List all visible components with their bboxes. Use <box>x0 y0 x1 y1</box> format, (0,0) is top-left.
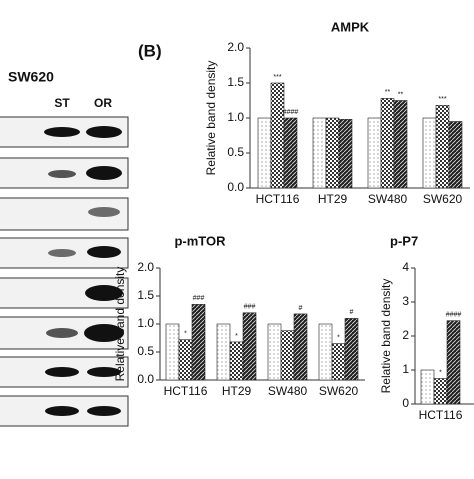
bar <box>422 117 437 189</box>
y-tick-label: 2 <box>402 328 409 342</box>
significance-mark: ** <box>385 89 391 96</box>
chart-title: AMPK <box>331 19 370 34</box>
bar <box>242 312 257 381</box>
bar <box>393 100 408 189</box>
bar <box>380 98 395 189</box>
bar <box>283 117 298 189</box>
bar <box>448 121 463 189</box>
y-tick-label: 1.5 <box>137 288 154 302</box>
x-tick-label: HCT116 <box>256 192 300 206</box>
bar <box>433 378 448 405</box>
bar <box>165 323 180 381</box>
bar <box>270 82 285 189</box>
bar <box>293 313 308 381</box>
x-tick-label: SW620 <box>423 192 463 206</box>
significance-mark: ### <box>193 295 205 302</box>
significance-mark: * <box>184 331 187 338</box>
bar <box>435 105 450 189</box>
bar <box>267 323 282 381</box>
bar <box>446 320 461 405</box>
panel-label: (B) <box>138 41 162 60</box>
y-axis-label: Relative band density <box>204 61 218 176</box>
chart-title: p-mTOR <box>174 233 226 248</box>
y-tick-label: 2.0 <box>137 260 154 274</box>
significance-mark: #### <box>446 312 462 319</box>
y-tick-label: 3 <box>402 294 409 308</box>
bar <box>325 117 340 189</box>
bar <box>420 369 435 405</box>
x-tick-label: HT29 <box>222 384 252 398</box>
bar <box>178 339 193 381</box>
x-tick-label: HCT116 <box>419 408 463 422</box>
significance-mark: #### <box>283 109 299 116</box>
bar <box>338 119 353 189</box>
bar <box>312 117 327 189</box>
y-tick-label: 0.5 <box>227 145 244 159</box>
lane-label: ST <box>54 96 70 110</box>
x-tick-label: SW620 <box>319 384 359 398</box>
y-tick-label: 0.0 <box>137 372 154 386</box>
western-blot: SW620 ST OR <box>0 69 129 427</box>
x-tick-label: HT29 <box>318 192 348 206</box>
y-tick-label: 0 <box>402 396 409 410</box>
bar <box>257 117 272 189</box>
bar <box>344 318 359 381</box>
bar <box>280 330 295 381</box>
bar <box>191 304 206 381</box>
y-tick-label: 0.5 <box>137 344 154 358</box>
y-tick-label: 4 <box>402 260 409 274</box>
bar <box>331 343 346 381</box>
y-tick-label: 1 <box>402 362 409 376</box>
significance-mark: # <box>299 305 303 312</box>
significance-mark: *** <box>273 74 281 81</box>
lane-label: OR <box>94 96 112 110</box>
blot-title: SW620 <box>8 69 54 85</box>
chart-title: p-P7 <box>390 233 418 248</box>
bar <box>216 323 231 381</box>
bar <box>367 117 382 189</box>
y-tick-label: 1.5 <box>227 75 244 89</box>
y-tick-label: 1.0 <box>137 316 154 330</box>
x-tick-label: SW480 <box>268 384 308 398</box>
y-tick-label: 1.0 <box>227 110 244 124</box>
y-axis-label: Relative band density <box>379 279 393 394</box>
bar <box>229 341 244 381</box>
y-axis-label: Relative band density <box>113 267 127 382</box>
significance-mark: *** <box>438 96 446 103</box>
x-tick-label: HCT116 <box>164 384 208 398</box>
significance-mark: ** <box>398 91 404 98</box>
significance-mark: * <box>337 334 340 341</box>
significance-mark: ### <box>244 304 256 311</box>
x-tick-label: SW480 <box>368 192 408 206</box>
significance-mark: # <box>350 309 354 316</box>
significance-mark: * <box>235 333 238 340</box>
significance-mark: * <box>439 369 442 376</box>
y-tick-label: 2.0 <box>227 40 244 54</box>
y-tick-label: 0.0 <box>227 180 244 194</box>
bar <box>318 323 333 381</box>
